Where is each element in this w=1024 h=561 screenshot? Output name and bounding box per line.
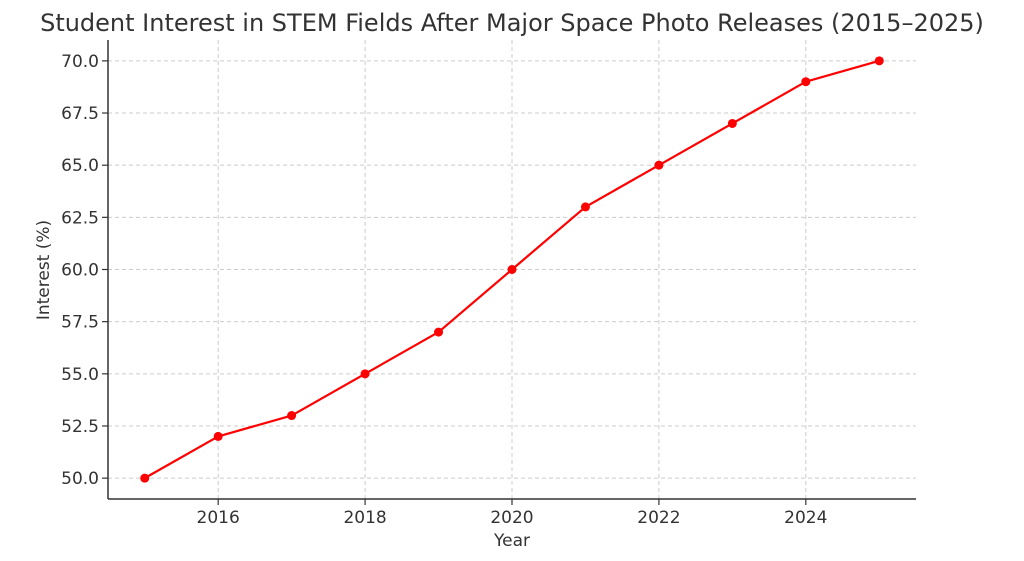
data-point — [727, 118, 737, 128]
data-point — [140, 473, 150, 483]
data-point — [654, 160, 664, 170]
chart-title: Student Interest in STEM Fields After Ma… — [40, 9, 984, 37]
x-ticks: 2016 2018 2020 2022 2024 — [197, 499, 827, 528]
y-tick-label: 57.5 — [61, 313, 99, 333]
data-point — [287, 411, 297, 421]
x-tick-label: 2024 — [784, 508, 827, 528]
x-tick-label: 2022 — [637, 508, 680, 528]
x-tick-label: 2020 — [490, 508, 533, 528]
y-ticks: 50.0 52.5 55.0 57.5 60.0 62.5 65.0 67.5 70.0 — [61, 52, 108, 489]
data-point — [434, 327, 444, 337]
data-point — [801, 77, 811, 87]
y-tick-label: 55.0 — [61, 365, 99, 385]
data-point — [580, 202, 590, 212]
x-axis-label: Year — [493, 531, 530, 551]
y-axis-label: Interest (%) — [34, 220, 54, 320]
grid-lines — [108, 40, 916, 499]
y-tick-label: 67.5 — [61, 104, 99, 124]
data-point — [874, 56, 884, 66]
data-point — [360, 369, 370, 379]
y-tick-label: 50.0 — [61, 469, 99, 489]
y-tick-label: 52.5 — [61, 417, 99, 437]
series-layer — [140, 56, 884, 483]
data-point — [213, 431, 223, 441]
y-tick-label: 60.0 — [61, 261, 99, 281]
x-tick-label: 2016 — [197, 508, 240, 528]
y-tick-label: 62.5 — [61, 208, 99, 228]
x-tick-label: 2018 — [343, 508, 386, 528]
y-tick-label: 70.0 — [61, 52, 99, 72]
data-point — [507, 265, 517, 274]
y-tick-label: 65.0 — [61, 156, 99, 176]
